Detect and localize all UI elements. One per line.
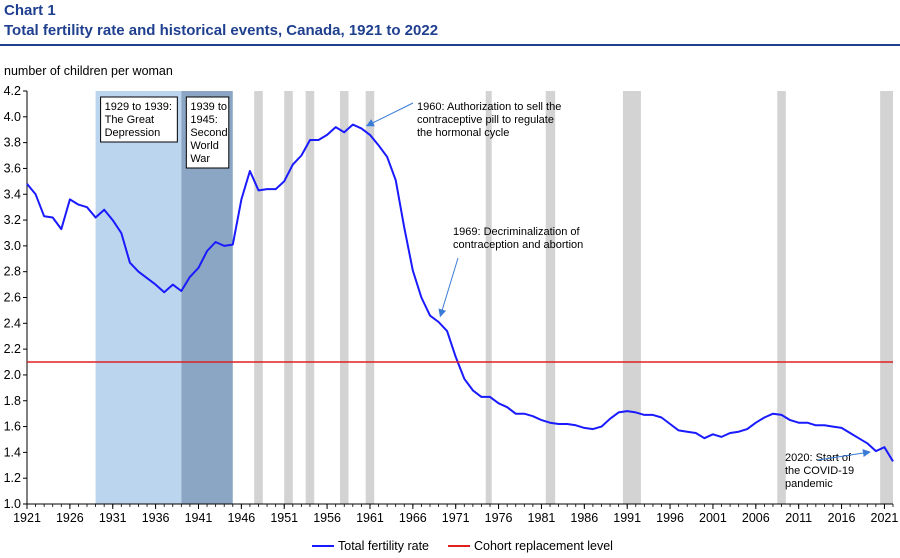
period-label-line-1-0: 1939 to bbox=[190, 101, 227, 113]
series-line-total-fertility-rate bbox=[26, 123, 894, 462]
x-tick-label: 1976 bbox=[485, 511, 513, 525]
annotations: 1960: Authorization to sell thecontracep… bbox=[365, 101, 871, 490]
recession-bar-4 bbox=[365, 91, 375, 504]
legend-swatch-fertility bbox=[312, 545, 334, 547]
period-label-box-1 bbox=[185, 96, 230, 169]
legend-label-fertility: Total fertility rate bbox=[338, 539, 430, 553]
shaded-period-0 bbox=[95, 91, 182, 504]
y-tick-label: 3.4 bbox=[4, 187, 21, 201]
recession-bar-8 bbox=[777, 91, 786, 504]
x-tick-label: 1996 bbox=[656, 511, 684, 525]
annotation-arrow-1 bbox=[438, 257, 459, 318]
y-tick-label: 2.6 bbox=[4, 291, 21, 305]
y-tick-label: 1.8 bbox=[4, 394, 21, 408]
recession-bar-5 bbox=[485, 91, 492, 504]
y-tick-label: 2.2 bbox=[4, 342, 21, 356]
legend-item-fertility: Total fertility rate bbox=[312, 539, 429, 553]
annotation-text-0-2: the hormonal cycle bbox=[417, 127, 509, 139]
annotation-text-2-1: the COVID-19 bbox=[785, 465, 854, 477]
y-tick-label: 1.2 bbox=[4, 471, 21, 485]
period-label-line-1-1: 1945: bbox=[190, 114, 218, 126]
x-tick-label: 1951 bbox=[270, 511, 298, 525]
y-tick-label: 3.0 bbox=[4, 239, 21, 253]
annotation-text-1-0: 1969: Decriminalization of bbox=[453, 226, 581, 238]
y-tick-label: 2.0 bbox=[4, 368, 21, 382]
recession-bar-7 bbox=[622, 91, 641, 504]
y-tick-label: 3.2 bbox=[4, 213, 21, 227]
recession-bar-3 bbox=[339, 91, 349, 504]
period-label-line-0-1: The Great bbox=[105, 114, 155, 126]
x-tick-label: 1941 bbox=[185, 511, 213, 525]
period-label-line-1-2: Second bbox=[190, 127, 227, 139]
series-lines bbox=[26, 123, 894, 462]
x-tick-label: 1931 bbox=[99, 511, 127, 525]
period-label-line-1-4: War bbox=[190, 153, 210, 165]
recession-bar-2 bbox=[305, 91, 315, 504]
y-tick-label: 3.6 bbox=[4, 161, 21, 175]
x-tick-label: 2021 bbox=[871, 511, 899, 525]
y-tick-label: 1.4 bbox=[4, 445, 21, 459]
x-tick-label: 1971 bbox=[442, 511, 470, 525]
annotation-arrow-2 bbox=[817, 449, 871, 461]
recession-bar-0 bbox=[254, 91, 263, 504]
legend-swatch-replacement bbox=[448, 545, 470, 547]
chart-label: Chart 1 bbox=[4, 2, 56, 19]
annotation-text-0-1: contraceptive pill to regulate bbox=[417, 114, 554, 126]
recession-bar-1 bbox=[284, 91, 293, 504]
x-tick-label: 1956 bbox=[313, 511, 341, 525]
chart-title: Total fertility rate and historical even… bbox=[4, 22, 439, 39]
x-tick-label: 2016 bbox=[828, 511, 856, 525]
annotation-text-0-0: 1960: Authorization to sell the bbox=[417, 101, 561, 113]
x-tick-label: 1966 bbox=[399, 511, 427, 525]
annotation-text-2-2: pandemic bbox=[785, 478, 833, 490]
period-label-line-0-0: 1929 to 1939: bbox=[105, 101, 172, 113]
period-label-box-0 bbox=[100, 96, 178, 143]
x-tick-label: 2006 bbox=[742, 511, 770, 525]
y-tick-label: 1.6 bbox=[4, 420, 21, 434]
y-tick-label: 4.2 bbox=[4, 84, 21, 98]
x-tick-label: 1946 bbox=[227, 511, 255, 525]
annotation-text-2-0: 2020: Start of bbox=[785, 452, 852, 464]
annotation-arrow-0 bbox=[365, 102, 414, 127]
y-tick-label: 3.8 bbox=[4, 136, 21, 150]
x-tick-label: 1961 bbox=[356, 511, 384, 525]
title-rule bbox=[0, 44, 900, 46]
axes: 1.0 1.2 1.4 1.6 1.8 2.0 2.2 2.4 2.6 2.8 3.0 3.2 3.4 3… bbox=[4, 84, 899, 525]
y-tick-label: 1.0 bbox=[4, 497, 21, 511]
y-tick-label: 2.4 bbox=[4, 316, 21, 330]
x-tick-label: 1926 bbox=[56, 511, 84, 525]
recession-bars bbox=[254, 91, 893, 504]
legend-item-replacement: Cohort replacement level bbox=[448, 539, 613, 553]
x-tick-label: 1936 bbox=[142, 511, 170, 525]
x-tick-label: 2001 bbox=[699, 511, 727, 525]
period-label-line-0-2: Depression bbox=[105, 127, 161, 139]
x-tick-label: 1921 bbox=[13, 511, 41, 525]
recession-bar-6 bbox=[545, 91, 556, 504]
recession-bar-9 bbox=[880, 91, 893, 504]
x-tick-label: 1986 bbox=[570, 511, 598, 525]
annotation-text-1-1: contraception and abortion bbox=[453, 239, 583, 251]
legend-label-replacement: Cohort replacement level bbox=[474, 539, 613, 553]
x-tick-label: 2011 bbox=[785, 511, 812, 525]
period-label-line-1-3: World bbox=[190, 140, 219, 152]
y-tick-label: 2.8 bbox=[4, 265, 21, 279]
y-tick-label: 4.0 bbox=[4, 110, 21, 124]
y-axis-label: number of children per woman bbox=[4, 64, 173, 78]
x-tick-label: 1991 bbox=[613, 511, 641, 525]
x-tick-label: 1981 bbox=[528, 511, 556, 525]
